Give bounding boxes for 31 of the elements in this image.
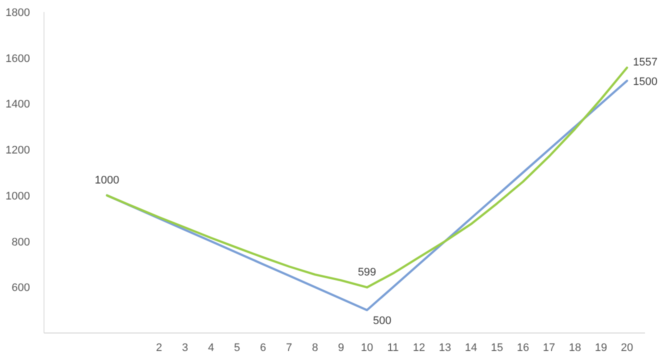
y-tick-label: 1200 [6, 144, 30, 157]
x-tick-label: 17 [542, 342, 556, 354]
x-tick-label: 2 [156, 342, 162, 354]
data-label: 1000 [94, 174, 120, 186]
y-tick-label: 1800 [6, 7, 30, 19]
data-label: 1500 [633, 76, 658, 88]
data-label: 500 [373, 315, 392, 328]
y-tick-label: 600 [12, 282, 30, 294]
x-tick-label: 14 [464, 342, 478, 354]
x-tick-label: 16 [516, 342, 530, 354]
y-tick-label: 800 [12, 236, 30, 248]
x-tick-label: 9 [338, 342, 344, 354]
x-tick-label: 3 [182, 342, 188, 354]
x-tick-label: 5 [234, 342, 240, 354]
x-tick-label: 6 [260, 342, 266, 354]
x-tick-label: 8 [312, 342, 318, 354]
x-tick-label: 7 [286, 342, 292, 354]
x-tick-label: 10 [360, 342, 374, 354]
data-label: 1557 [633, 56, 658, 69]
x-tick-label: 20 [620, 342, 634, 354]
x-tick-label: 15 [490, 342, 504, 354]
x-tick-label: 12 [412, 342, 426, 354]
x-tick-label: 19 [594, 342, 608, 354]
y-tick-label: 1400 [6, 98, 30, 111]
x-tick-label: 13 [438, 342, 452, 354]
y-tick-label: 1000 [6, 190, 30, 202]
y-tick-label: 1600 [6, 52, 30, 65]
x-tick-label: 18 [568, 342, 582, 354]
x-tick-label: 4 [208, 342, 214, 354]
x-tick-label: 11 [387, 342, 399, 354]
data-label: 599 [358, 266, 376, 278]
